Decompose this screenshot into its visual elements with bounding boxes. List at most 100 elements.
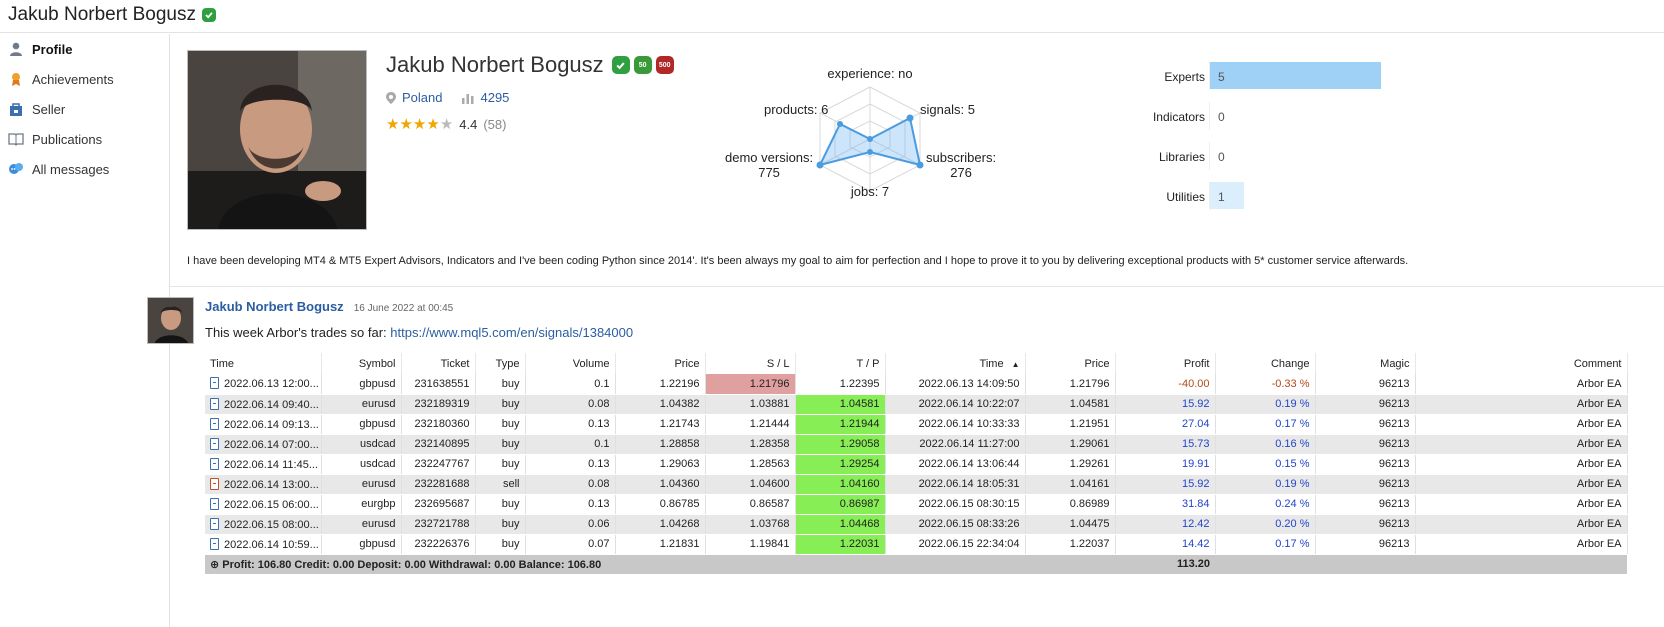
column-header-close-price[interactable]: Price bbox=[1025, 353, 1116, 374]
summary-total-profit: 113.20 bbox=[1115, 554, 1215, 575]
cell-comment: Arbor EA bbox=[1415, 454, 1628, 475]
cell-ticket: 232180360 bbox=[401, 414, 476, 435]
post-avatar[interactable] bbox=[147, 297, 194, 344]
person-icon bbox=[8, 41, 24, 57]
column-header-ticket[interactable]: Ticket bbox=[401, 353, 476, 374]
sidebar-item-profile[interactable]: Profile bbox=[0, 34, 169, 64]
cell-close-time: 2022.06.14 10:22:07 bbox=[885, 394, 1026, 415]
stat-row-experts: Experts 5 bbox=[1110, 62, 1410, 102]
column-header-volume[interactable]: Volume bbox=[525, 353, 616, 374]
column-header-sl[interactable]: S / L bbox=[705, 353, 796, 374]
expand-plus-icon[interactable]: ⊕ bbox=[210, 558, 223, 571]
sidebar-item-seller[interactable]: Seller bbox=[0, 94, 169, 124]
column-header-change[interactable]: Change bbox=[1215, 353, 1316, 374]
profile-name: Jakub Norbert Bogusz bbox=[386, 52, 604, 77]
column-header-close-time[interactable]: Time ▲ bbox=[885, 353, 1026, 374]
star-icon: ★ bbox=[386, 116, 400, 133]
cell-close-price: 1.04475 bbox=[1025, 514, 1116, 535]
table-row[interactable]: 2022.06.14 11:45... usdcad 232247767 buy 0.1… bbox=[205, 454, 1628, 475]
order-doc-icon[interactable] bbox=[210, 497, 219, 510]
cell-magic: 96213 bbox=[1315, 534, 1416, 555]
table-row[interactable]: 2022.06.14 07:00... usdcad 232140895 buy 0.1… bbox=[205, 434, 1628, 455]
table-row[interactable]: 2022.06.14 13:00... eurusd 232281688 sell 0.… bbox=[205, 474, 1628, 495]
cell-volume: 0.06 bbox=[525, 514, 616, 535]
cell-type: buy bbox=[475, 514, 526, 535]
cell-change: 0.24 % bbox=[1215, 494, 1316, 515]
table-row[interactable]: 2022.06.14 10:59... gbpusd 232226376 buy 0.0… bbox=[205, 534, 1628, 555]
cell-profit: 15.92 bbox=[1115, 474, 1216, 495]
cell-price: 1.04360 bbox=[615, 474, 706, 495]
verified-icon bbox=[611, 56, 630, 74]
cell-comment: Arbor EA bbox=[1415, 514, 1628, 535]
table-row[interactable]: 2022.06.15 06:00... eurgbp 232695687 buy 0.1… bbox=[205, 494, 1628, 515]
cell-change: 0.19 % bbox=[1215, 394, 1316, 415]
order-doc-icon[interactable] bbox=[210, 437, 219, 450]
profile-photo bbox=[187, 50, 367, 230]
order-doc-icon[interactable] bbox=[210, 477, 219, 490]
order-doc-icon[interactable] bbox=[210, 537, 219, 550]
table-row[interactable]: 2022.06.13 12:00... gbpusd 231638551 buy 0.1… bbox=[205, 374, 1628, 395]
table-row[interactable]: 2022.06.15 08:00... eurusd 232721788 buy 0.0… bbox=[205, 514, 1628, 535]
stat-row-indicators: Indicators 0 bbox=[1110, 102, 1410, 142]
profile-info: Jakub Norbert Bogusz 50 500 Poland 4295 … bbox=[386, 52, 674, 133]
country-name: Poland bbox=[402, 90, 443, 105]
cell-time: 2022.06.13 12:00... bbox=[205, 374, 322, 395]
cell-price: 1.28858 bbox=[615, 434, 706, 455]
column-header-price[interactable]: Price bbox=[615, 353, 706, 374]
cell-tp: 1.04581 bbox=[795, 394, 886, 415]
rating-count[interactable]: (58) bbox=[483, 116, 507, 132]
rating-stars: ★★★★★ bbox=[386, 115, 453, 133]
sidebar-item-achievements[interactable]: Achievements bbox=[0, 64, 169, 94]
sidebar-item-label: Profile bbox=[32, 41, 73, 57]
cell-type: buy bbox=[475, 434, 526, 455]
radar-subscribers-caption: subscribers: bbox=[926, 150, 997, 165]
cell-price: 1.29063 bbox=[615, 454, 706, 475]
table-row[interactable]: 2022.06.14 09:13... gbpusd 232180360 buy 0.1… bbox=[205, 414, 1628, 435]
cell-close-time: 2022.06.15 22:34:04 bbox=[885, 534, 1026, 555]
sidebar-item-all-messages[interactable]: All messages bbox=[0, 154, 169, 184]
rating-points-link[interactable]: 4295 bbox=[462, 90, 509, 105]
order-doc-icon[interactable] bbox=[210, 377, 219, 390]
rating-points: 4295 bbox=[480, 90, 510, 105]
cell-close-price: 1.29261 bbox=[1025, 454, 1116, 475]
cell-close-time: 2022.06.15 08:33:26 bbox=[885, 514, 1026, 535]
sidebar-item-publications[interactable]: Publications bbox=[0, 124, 169, 154]
cell-close-time: 2022.06.14 10:33:33 bbox=[885, 414, 1026, 435]
radar-jobs-label: jobs: 7 bbox=[850, 184, 890, 199]
cell-tp: 1.21944 bbox=[795, 414, 886, 435]
order-doc-icon[interactable] bbox=[210, 397, 219, 410]
column-header-tp[interactable]: T / P bbox=[795, 353, 886, 374]
cell-type: buy bbox=[475, 494, 526, 515]
cell-type: buy bbox=[475, 414, 526, 435]
cell-tp: 1.04160 bbox=[795, 474, 886, 495]
cell-symbol: eurusd bbox=[321, 514, 402, 535]
cell-price: 1.04268 bbox=[615, 514, 706, 535]
cell-type: buy bbox=[475, 534, 526, 555]
order-doc-icon[interactable] bbox=[210, 517, 219, 530]
column-header-comment[interactable]: Comment bbox=[1415, 353, 1628, 374]
table-row[interactable]: 2022.06.14 09:40... eurusd 232189319 buy 0.0… bbox=[205, 394, 1628, 415]
column-header-profit[interactable]: Profit bbox=[1115, 353, 1216, 374]
cell-change: 0.19 % bbox=[1215, 474, 1316, 495]
post-author-link[interactable]: Jakub Norbert Bogusz bbox=[205, 299, 344, 314]
cell-magic: 96213 bbox=[1315, 514, 1416, 535]
country-link[interactable]: Poland bbox=[386, 90, 442, 105]
column-header-symbol[interactable]: Symbol bbox=[321, 353, 402, 374]
column-header-time[interactable]: Time bbox=[205, 353, 322, 374]
radar-signals-label: signals: 5 bbox=[920, 102, 975, 117]
star-icon: ★ bbox=[412, 116, 427, 133]
cell-profit: 14.42 bbox=[1115, 534, 1216, 555]
sidebar-item-label: Achievements bbox=[32, 71, 114, 87]
medal-icon bbox=[8, 71, 24, 87]
cell-volume: 0.13 bbox=[525, 414, 616, 435]
order-doc-icon[interactable] bbox=[210, 457, 219, 470]
column-header-type[interactable]: Type bbox=[475, 353, 526, 374]
column-header-magic[interactable]: Magic bbox=[1315, 353, 1416, 374]
cell-price: 1.21831 bbox=[615, 534, 706, 555]
cell-volume: 0.1 bbox=[525, 374, 616, 395]
cell-time: 2022.06.14 09:13... bbox=[205, 414, 322, 435]
order-doc-icon[interactable] bbox=[210, 417, 219, 430]
cell-change: -0.33 % bbox=[1215, 374, 1316, 395]
cell-price: 1.22196 bbox=[615, 374, 706, 395]
signal-link[interactable]: https://www.mql5.com/en/signals/1384000 bbox=[390, 325, 634, 340]
